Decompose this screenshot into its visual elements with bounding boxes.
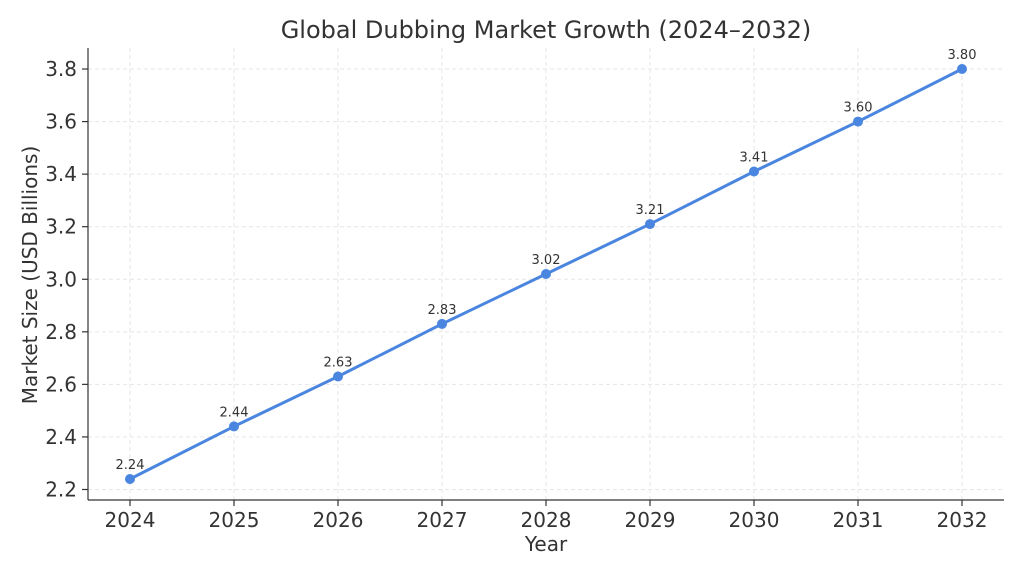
data-label: 2.44 (220, 405, 249, 420)
x-tick-label: 2028 (521, 508, 572, 532)
y-tick-label: 3.8 (45, 57, 77, 81)
x-ticks: 2024 2025 2026 2027 2028 2029 2030 2031 2032 (105, 500, 988, 532)
data-label: 2.63 (324, 355, 353, 370)
data-point (749, 166, 759, 177)
x-tick-label: 2026 (313, 508, 364, 532)
x-tick-label: 2031 (833, 508, 884, 532)
y-tick-label: 3.6 (45, 110, 77, 134)
y-ticks: 2.2 2.4 2.6 2.8 3.0 3.2 3.4 3.6 3.8 (45, 57, 88, 501)
y-tick-label: 3.4 (45, 162, 77, 186)
data-point (541, 269, 551, 279)
data-point (125, 473, 135, 484)
series-group: 2.24 2.44 2.63 2.83 3.02 3.21 3.41 3.60 3.80 (116, 48, 977, 484)
data-point (333, 371, 343, 382)
y-tick-label: 3.2 (45, 215, 77, 239)
data-label: 3.02 (532, 253, 561, 268)
x-axis-label: Year (524, 532, 568, 556)
y-tick-label: 2.4 (45, 425, 77, 449)
data-label: 3.80 (948, 48, 977, 63)
data-label: 2.83 (428, 303, 457, 318)
x-tick-label: 2029 (625, 508, 676, 532)
data-label: 3.21 (636, 203, 665, 218)
data-point (853, 116, 863, 127)
data-point (437, 318, 447, 329)
data-label: 3.60 (844, 101, 873, 116)
data-point (645, 219, 655, 230)
y-tick-label: 3.0 (45, 267, 77, 291)
data-point (229, 421, 239, 432)
chart-title: Global Dubbing Market Growth (2024–2032) (281, 16, 812, 44)
x-tick-label: 2027 (417, 508, 468, 532)
grid (88, 48, 1004, 500)
y-tick-label: 2.8 (45, 320, 77, 344)
data-label: 3.41 (740, 151, 769, 166)
x-tick-label: 2032 (937, 508, 988, 532)
y-axis-label: Market Size (USD Billions) (18, 146, 42, 405)
x-tick-label: 2024 (105, 508, 156, 532)
data-point (957, 64, 967, 75)
data-label: 2.24 (116, 458, 145, 473)
y-tick-label: 2.2 (45, 477, 77, 501)
x-tick-label: 2025 (209, 508, 260, 532)
y-tick-label: 2.6 (45, 372, 77, 396)
x-tick-label: 2030 (729, 508, 780, 532)
